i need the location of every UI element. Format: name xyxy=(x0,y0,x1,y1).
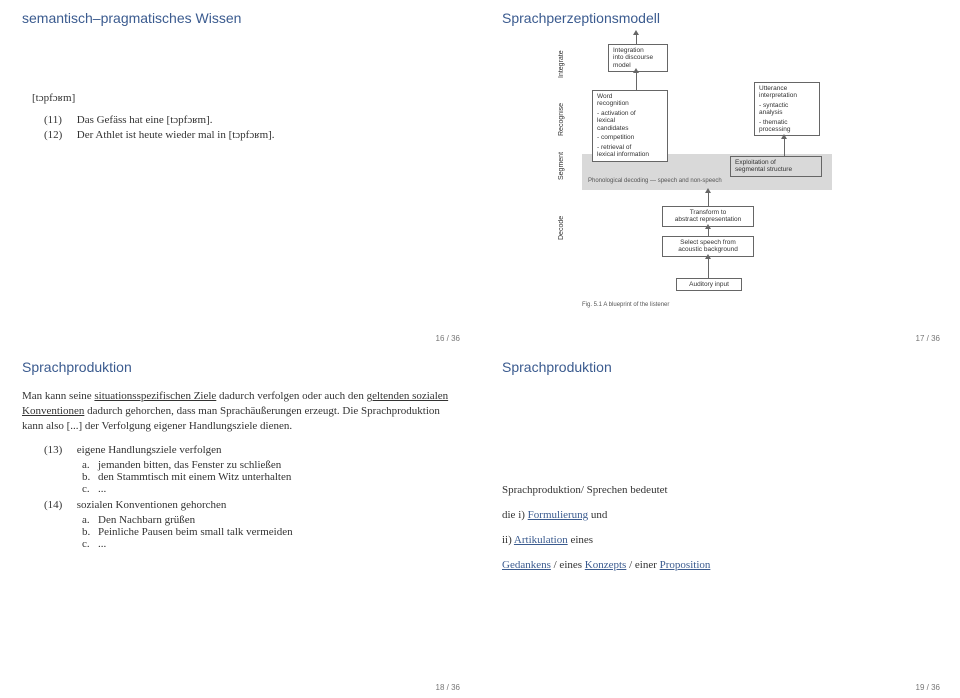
arrow-icon xyxy=(708,192,709,206)
example-13c: c.... xyxy=(82,483,458,495)
box-wr-c: - retrieval of lexical information xyxy=(597,144,663,159)
page-number: 19 / 36 xyxy=(916,683,940,692)
box-utterance: Utterance interpretation - syntactic ana… xyxy=(754,82,820,136)
ex-text: Der Athlet ist heute wieder mal in [tɔpf… xyxy=(77,129,275,141)
link-gedankens[interactable]: Gedankens xyxy=(502,559,551,571)
line-3: ii) Artikulation eines xyxy=(502,533,938,548)
box-exploit: Exploitation of segmental structure xyxy=(730,156,822,177)
figure-caption: Fig. 5.1 A blueprint of the listener xyxy=(582,302,669,308)
ex-num: (13) xyxy=(44,444,74,456)
txt: / einer xyxy=(626,559,659,571)
box-auditory: Auditory input xyxy=(676,278,742,291)
sub-text: Peinliche Pausen beim small talk vermeid… xyxy=(98,526,293,538)
example-14b: b.Peinliche Pausen beim small talk verme… xyxy=(82,526,458,538)
box-ut-a: - syntactic analysis xyxy=(759,102,815,117)
example-14c: c.... xyxy=(82,538,458,550)
arrow-icon xyxy=(636,34,637,44)
example-12: (12) Der Athlet ist heute wieder mal in … xyxy=(44,129,458,141)
box-word-recognition: Word recognition - activation of lexical… xyxy=(592,90,668,162)
txt: die i) xyxy=(502,509,528,521)
stage-decode: Decode xyxy=(558,210,565,240)
ex-text: Das Gefäss hat eine [tɔpfɔʁm]. xyxy=(77,114,213,126)
arrow-icon xyxy=(708,258,709,278)
stage-integrate: Integrate xyxy=(558,46,565,78)
sub-text: ... xyxy=(98,483,106,495)
box-ut-b: - thematic processing xyxy=(759,119,815,134)
slide-17: Sprachperzeptionsmodell Integrate Recogn… xyxy=(480,0,960,349)
line-1: Sprachproduktion/ Sprechen bedeutet xyxy=(502,483,938,498)
slide-19: Sprachproduktion Sprachproduktion/ Sprec… xyxy=(480,349,960,698)
box-wr-b: - competition xyxy=(597,134,663,141)
sub-text: Den Nachbarn grüßen xyxy=(98,514,195,526)
box-ut-title: Utterance interpretation xyxy=(759,85,815,100)
ex-num: (14) xyxy=(44,499,74,511)
slide-grid: semantisch–pragmatisches Wissen [tɔpfɔʁm… xyxy=(0,0,960,698)
ex-text: eigene Handlungsziele verfolgen xyxy=(77,444,222,456)
slide-18: Sprachproduktion Man kann seine situatio… xyxy=(0,349,480,698)
arrow-icon xyxy=(708,228,709,236)
example-13: (13) eigene Handlungsziele verfolgen xyxy=(44,444,458,456)
example-14a: a.Den Nachbarn grüßen xyxy=(82,514,458,526)
stage-segment: Segment xyxy=(558,146,565,180)
line-2: die i) Formulierung und xyxy=(502,508,938,523)
perception-diagram: Integrate Recognise Segment Decode Integ… xyxy=(532,40,852,320)
arrow-icon xyxy=(636,72,637,90)
stage-recognise: Recognise xyxy=(558,96,565,136)
link-proposition[interactable]: Proposition xyxy=(660,559,711,571)
txt: und xyxy=(588,509,607,521)
sub-text: jemanden bitten, das Fenster zu schließe… xyxy=(98,459,281,471)
slide-title: Sprachperzeptionsmodell xyxy=(502,10,938,26)
page-number: 16 / 36 xyxy=(436,334,460,343)
ex-num: (12) xyxy=(44,129,74,141)
slide-title: semantisch–pragmatisches Wissen xyxy=(22,10,458,26)
example-11: (11) Das Gefäss hat eine [tɔpfɔʁm]. xyxy=(44,114,458,126)
example-13a: a.jemanden bitten, das Fenster zu schlie… xyxy=(82,459,458,471)
ex-text: sozialen Konventionen gehorchen xyxy=(77,499,227,511)
box-wr-a: - activation of lexical candidates xyxy=(597,110,663,132)
example-14: (14) sozialen Konventionen gehorchen xyxy=(44,499,458,511)
box-phon-decode: Phonological decoding — speech and non-s… xyxy=(588,178,778,184)
slide-title: Sprachproduktion xyxy=(22,359,458,375)
box-wr-title: Word recognition xyxy=(597,93,663,108)
page-number: 17 / 36 xyxy=(916,334,940,343)
arrow-icon xyxy=(784,138,785,156)
slide-16: semantisch–pragmatisches Wissen [tɔpfɔʁm… xyxy=(0,0,480,349)
line-4: Gedankens / eines Konzepts / einer Propo… xyxy=(502,558,938,573)
link-formulierung[interactable]: Formulierung xyxy=(528,509,589,521)
link-konzepts[interactable]: Konzepts xyxy=(585,559,627,571)
sub-text: ... xyxy=(98,538,106,550)
ex-num: (11) xyxy=(44,114,74,126)
link-artikulation[interactable]: Artikulation xyxy=(514,534,568,546)
intro-paragraph: Man kann seine situationsspezifischen Zi… xyxy=(22,389,458,434)
txt: ii) xyxy=(502,534,514,546)
slide-title: Sprachproduktion xyxy=(502,359,938,375)
example-13b: b.den Stammtisch mit einem Witz unterhal… xyxy=(82,471,458,483)
sub-text: den Stammtisch mit einem Witz unterhalte… xyxy=(98,471,291,483)
txt: / eines xyxy=(551,559,585,571)
txt: eines xyxy=(568,534,593,546)
page-number: 18 / 36 xyxy=(436,683,460,692)
ipa-word: [tɔpfɔʁm] xyxy=(32,92,458,104)
